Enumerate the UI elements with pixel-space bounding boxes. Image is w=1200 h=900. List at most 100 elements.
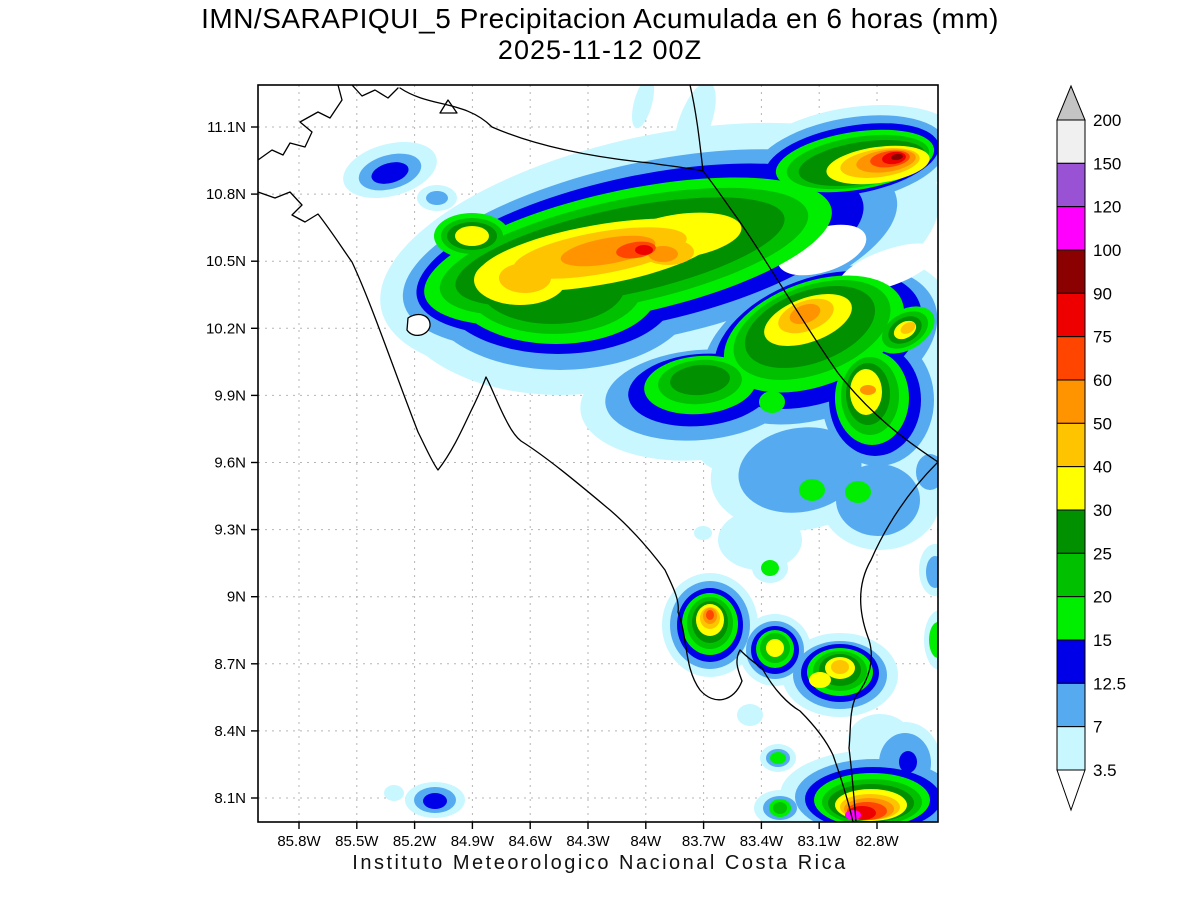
lat-tick-label: 8.1N: [214, 790, 246, 807]
lon-tick-label: 84.6W: [509, 833, 553, 850]
legend-box: [1056, 162, 1086, 208]
coastline-path: [258, 191, 854, 822]
legend-box: [1056, 509, 1086, 554]
precip-contour-cell: [737, 704, 763, 726]
precip-contour-cell: [738, 427, 862, 513]
lat-tick-label: 9.3N: [214, 522, 246, 539]
lat-tick-label: 9N: [227, 589, 246, 606]
precip-contour-cell: [384, 785, 404, 801]
precip-contour-cell: [371, 162, 409, 184]
precip-contour-cell: [455, 226, 489, 246]
lon-tick-label: 85.5W: [335, 833, 379, 850]
lon-tick-label: 83.7W: [682, 833, 726, 850]
precip-contour-cell: [899, 751, 917, 773]
lon-tick-label: 82.8W: [855, 833, 899, 850]
legend-label: 75: [1093, 328, 1112, 347]
precip-contour-cell: [900, 322, 916, 334]
lat-tick-label: 9.6N: [214, 455, 246, 472]
precip-contour-cell: [924, 610, 938, 670]
lat-labels: 11.1N 10.8N 10.5N 10.2N 9.9N 9.6N 9.3N 9N 8.7N 8.…: [206, 119, 246, 807]
chart-title-line2: 2025-11-12 00Z: [497, 35, 703, 66]
lat-tick-label: 8.7N: [214, 656, 246, 673]
precip-contour-cell: [670, 364, 730, 396]
legend-arrow-down-icon: [1056, 769, 1086, 812]
legend-box: [1056, 552, 1086, 598]
coastline-path: [351, 85, 399, 99]
chart-title: IMN/SARAPIQUI_5 Precipitacion Acumulada …: [0, 2, 1200, 67]
legend-label: 200: [1093, 111, 1121, 130]
legend-label: 3.5: [1093, 761, 1117, 780]
legend-box: [1056, 249, 1086, 294]
lon-tick-label: 85.2W: [393, 833, 437, 850]
lon-tick-label: 84.3W: [566, 833, 610, 850]
precip-contour-cell: [916, 454, 938, 490]
legend-label: 120: [1093, 198, 1121, 217]
legend-box: [1056, 466, 1086, 511]
legend-label: 150: [1093, 154, 1121, 173]
precip-contour-cell: [426, 191, 448, 205]
legend-box: [1056, 206, 1086, 251]
coastline-path: [258, 85, 343, 161]
lon-labels: 85.8W 85.5W 85.2W 84.9W 84.6W 84.3W 84W 83.7W 83…: [277, 833, 899, 850]
precip-contour-cell: [860, 385, 876, 395]
lat-tick-label: 10.5N: [206, 253, 246, 270]
legend-box: [1056, 682, 1086, 728]
coastline-path: [848, 461, 938, 822]
legend-box: [1056, 596, 1086, 641]
precip-contour-cell: [635, 245, 653, 255]
lat-tick-label: 10.8N: [206, 186, 246, 203]
lat-tick-label: 8.4N: [214, 723, 246, 740]
legend-label: 30: [1093, 501, 1112, 520]
precip-contour-cell: [929, 622, 938, 658]
precip-field: [343, 85, 938, 822]
lon-tick-label: 84W: [630, 833, 662, 850]
precip-contour-cell: [891, 153, 903, 161]
coastline-path: [689, 85, 704, 172]
precip-contour-cell: [845, 810, 861, 820]
precip-contour-cell: [759, 391, 785, 413]
precip-contour-cell: [836, 464, 920, 536]
footer-caption: Instituto Meteorologico Nacional Costa R…: [352, 852, 848, 874]
legend-box: [1056, 336, 1086, 381]
legend-box: [1056, 119, 1086, 164]
legend-box: [1056, 726, 1086, 771]
axis-ticks: [251, 126, 878, 829]
coastline: [258, 85, 938, 822]
legend-label: 25: [1093, 544, 1112, 563]
map-frame: [257, 84, 939, 823]
precip-contour-cell: [499, 263, 551, 293]
legend-arrow-up-icon: [1056, 84, 1086, 121]
map-frame-rect: [257, 84, 939, 823]
precip-contour-cell: [926, 556, 938, 588]
chart-title-line1: IMN/SARAPIQUI_5 Precipitacion Acumulada …: [201, 3, 999, 34]
precip-contour-cell: [632, 85, 654, 129]
lon-tick-label: 83.1W: [798, 833, 842, 850]
precip-contour-cell: [799, 479, 825, 501]
lat-tick-label: 10.2N: [206, 320, 246, 337]
precip-contour-cell: [770, 752, 786, 764]
precip-contour-cell: [773, 802, 787, 814]
legend-label: 20: [1093, 588, 1112, 607]
precip-contour-cell: [845, 481, 871, 503]
precip-contour-cell: [766, 639, 784, 657]
precip-contour-cell: [718, 510, 802, 570]
legend-label: 100: [1093, 241, 1121, 260]
legend-label: 50: [1093, 414, 1112, 433]
legend-box: [1056, 422, 1086, 468]
coastline-path: [406, 313, 431, 336]
legend-box: [1056, 292, 1086, 338]
precip-contour-cell: [706, 610, 714, 620]
color-legend: 200 150 120 100 90 75 60 50 40 30 25 20 15 12.5 7 3.5: [1056, 84, 1126, 812]
precip-contour-cell: [423, 793, 447, 809]
legend-box: [1056, 379, 1086, 424]
legend-label: 90: [1093, 284, 1112, 303]
precip-contour-cell: [789, 303, 821, 325]
lat-tick-label: 9.9N: [214, 387, 246, 404]
legend-box: [1056, 639, 1086, 684]
precip-contour-cell: [648, 246, 678, 262]
legend-label: 12.5: [1093, 674, 1126, 693]
legend-label: 40: [1093, 458, 1112, 477]
precip-contour-cell: [809, 672, 831, 688]
